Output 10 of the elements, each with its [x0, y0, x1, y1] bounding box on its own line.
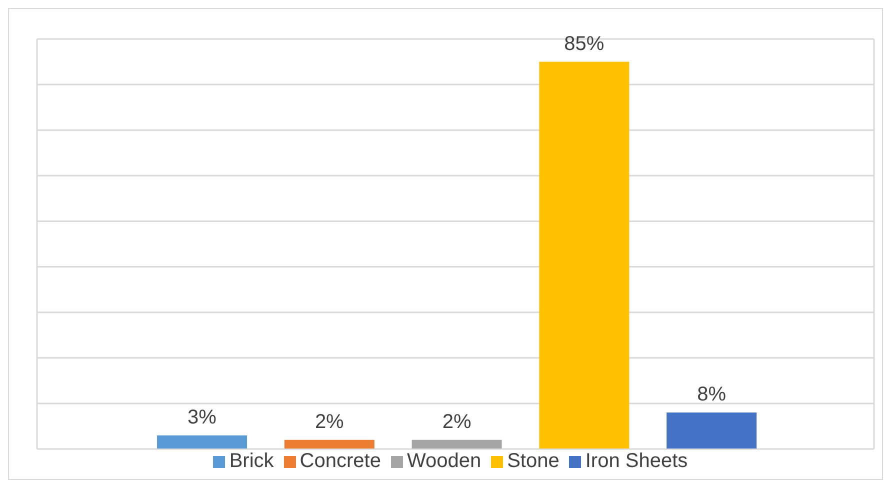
legend-label: Wooden [406, 450, 482, 472]
legend-label: Iron Sheets [585, 450, 688, 472]
data-label: 2% [442, 410, 472, 433]
data-label: 2% [314, 410, 344, 433]
legend-label: Stone [507, 450, 560, 472]
data-label: 85% [564, 32, 604, 55]
data-label: 8% [697, 384, 726, 406]
legend-label: Concrete [300, 450, 381, 472]
legend-label: Brick [229, 450, 274, 472]
data-label: 3% [188, 406, 217, 428]
